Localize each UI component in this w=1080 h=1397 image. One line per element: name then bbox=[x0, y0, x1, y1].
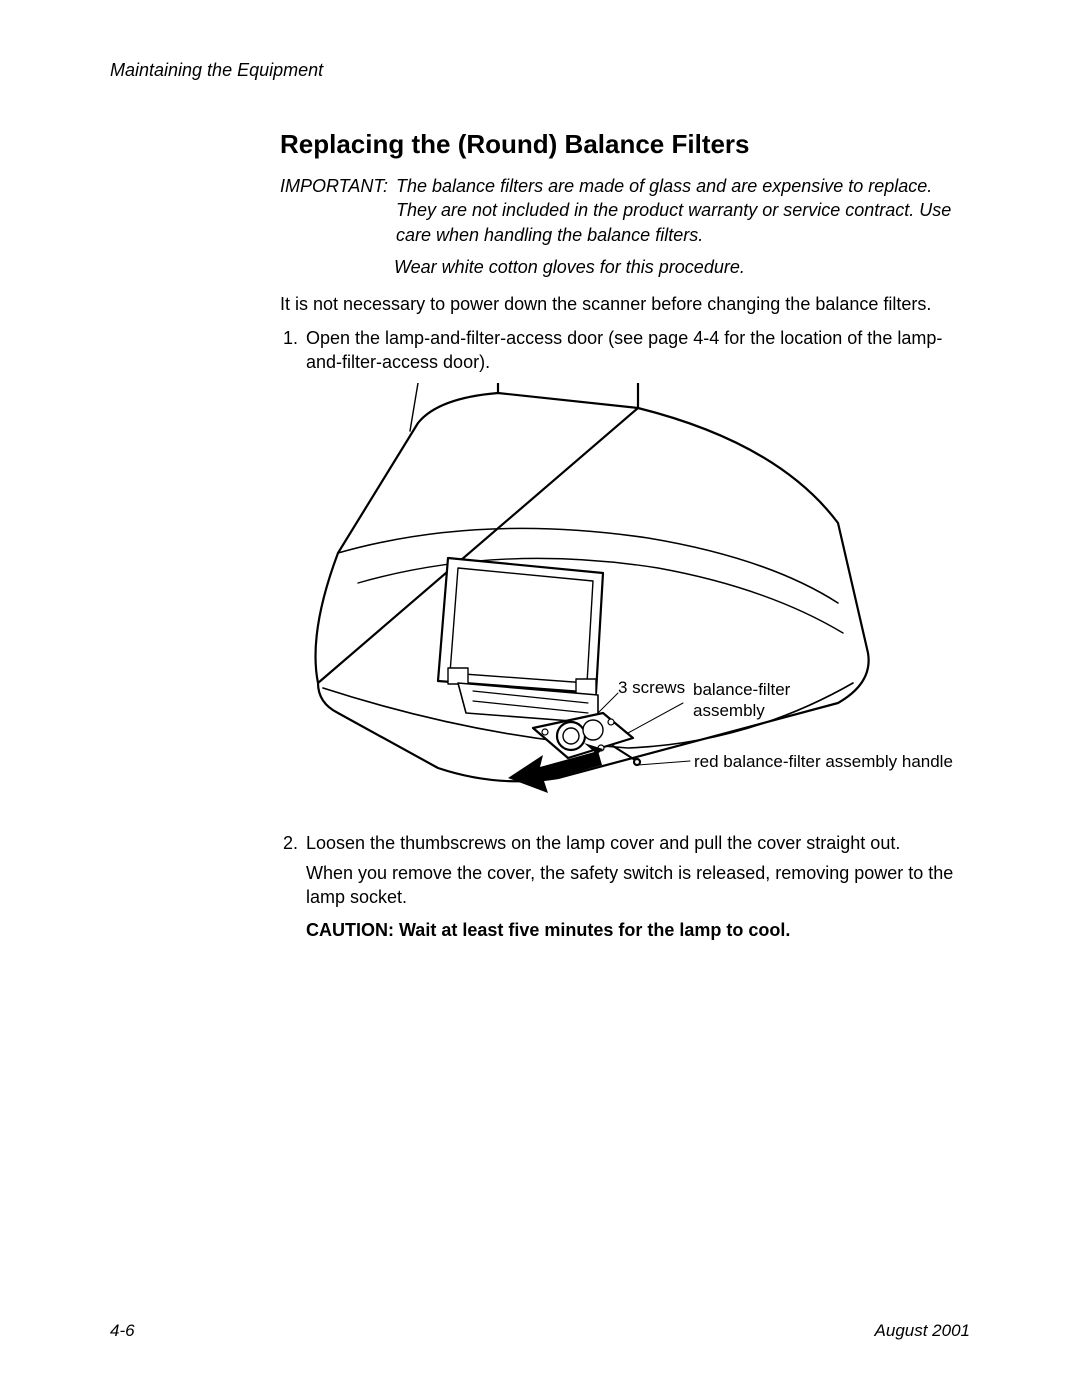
page-footer: 4-6 August 2001 bbox=[110, 1321, 970, 1341]
figure: 3 screws balance-filter assembly red bal… bbox=[298, 383, 898, 813]
callout-handle: red balance-filter assembly handle bbox=[694, 751, 953, 772]
page: Maintaining the Equipment Replacing the … bbox=[0, 0, 1080, 1397]
step-2-text: Loosen the thumbscrews on the lamp cover… bbox=[306, 831, 970, 855]
important-wear-line: Wear white cotton gloves for this proced… bbox=[394, 257, 970, 278]
important-note: IMPORTANT: The balance filters are made … bbox=[280, 174, 970, 247]
running-header: Maintaining the Equipment bbox=[110, 60, 970, 81]
footer-date: August 2001 bbox=[875, 1321, 970, 1341]
section-title: Replacing the (Round) Balance Filters bbox=[280, 129, 970, 160]
step-1-text: Open the lamp-and-filter-access door (se… bbox=[306, 326, 970, 375]
callout-assembly: balance-filter assembly bbox=[693, 679, 813, 722]
callout-screws: 3 screws bbox=[618, 677, 685, 698]
content-column: Replacing the (Round) Balance Filters IM… bbox=[280, 129, 970, 941]
step-1: 1. Open the lamp-and-filter-access door … bbox=[280, 326, 970, 375]
step-1-number: 1. bbox=[280, 326, 306, 375]
page-number: 4-6 bbox=[110, 1321, 135, 1341]
step-2-number: 2. bbox=[280, 831, 306, 855]
step-2: 2. Loosen the thumbscrews on the lamp co… bbox=[280, 831, 970, 855]
intro-text: It is not necessary to power down the sc… bbox=[280, 292, 970, 316]
important-label: IMPORTANT: bbox=[280, 174, 396, 247]
caution-text: CAUTION: Wait at least five minutes for … bbox=[306, 920, 970, 941]
important-text: The balance filters are made of glass an… bbox=[396, 174, 970, 247]
step-2-continuation: When you remove the cover, the safety sw… bbox=[306, 861, 970, 910]
scanner-illustration bbox=[298, 383, 898, 813]
